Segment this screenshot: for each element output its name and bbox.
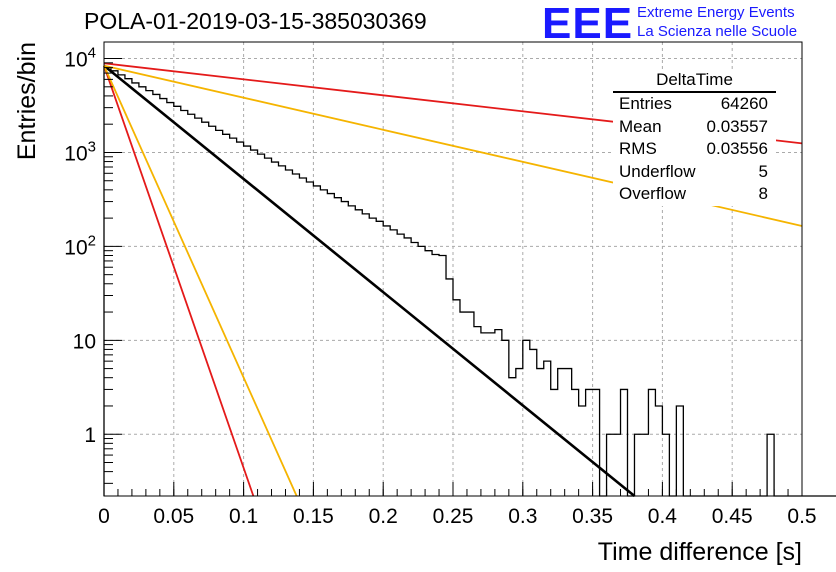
stats-row-overflow: Overflow 8 [613,183,776,206]
stats-label: Mean [619,116,662,136]
stats-label: Underflow [619,161,696,181]
x-tick-label: 0.05 [153,505,194,528]
y-tick-label: 1 [84,424,96,447]
stats-row-rms: RMS 0.03556 [613,138,776,161]
x-tick-label: 0.2 [369,505,398,528]
plot-frame [103,41,803,497]
x-tick-label: 0.45 [712,505,753,528]
y-tick-label: 10 [73,330,96,353]
stats-value: 0.03556 [706,139,768,159]
y-tick-label: 103 [64,138,96,165]
x-axis-label: Time difference [s] [598,538,802,566]
stats-label: RMS [619,139,657,159]
stats-row-underflow: Underflow 5 [613,161,776,184]
stats-label: Overflow [619,184,687,204]
stats-box: DeltaTime Entries 64260 Mean 0.03557 RMS… [613,69,776,206]
series-line-3 [103,65,298,497]
y-tick-label: 102 [64,232,96,259]
stats-row-entries: Entries 64260 [613,93,776,116]
x-tick-label: 0.25 [433,505,474,528]
x-tick-label: 0.1 [229,505,258,528]
stats-value: 0.03557 [706,116,768,136]
stats-value: 64260 [720,94,768,113]
y-axis-label: Entries/bin [13,42,41,160]
eee-logo: EEE [542,0,634,48]
stats-title: DeltaTime [613,69,776,93]
stats-value: 8 [758,184,768,204]
logo-line-2: La Scienza nelle Scuole [637,23,798,40]
y-tick-labels: 1 10 102 103 104 [64,45,96,448]
stats-row-mean: Mean 0.03557 [613,116,776,139]
series-line-0 [103,64,636,498]
x-tick-label: 0.5 [787,505,816,528]
y-tick-label: 104 [64,45,96,72]
stats-value: 5 [758,161,768,181]
x-tick-label: 0.15 [293,505,334,528]
x-tick-label: 0.35 [572,505,613,528]
chart-title: POLA-01-2019-03-15-385030369 [84,8,427,34]
x-tick-label: 0 [98,505,110,528]
x-tick-label: 0.3 [508,505,537,528]
stats-label: Entries [619,94,672,113]
logo-line-1: Extreme Energy Events [637,4,795,21]
series-line-1 [103,65,255,497]
x-tick-label: 0.4 [648,505,678,528]
x-tick-labels: 0 0.05 0.1 0.15 0.2 0.25 0.3 0.35 0.4 0.45 0.5 [98,505,816,528]
